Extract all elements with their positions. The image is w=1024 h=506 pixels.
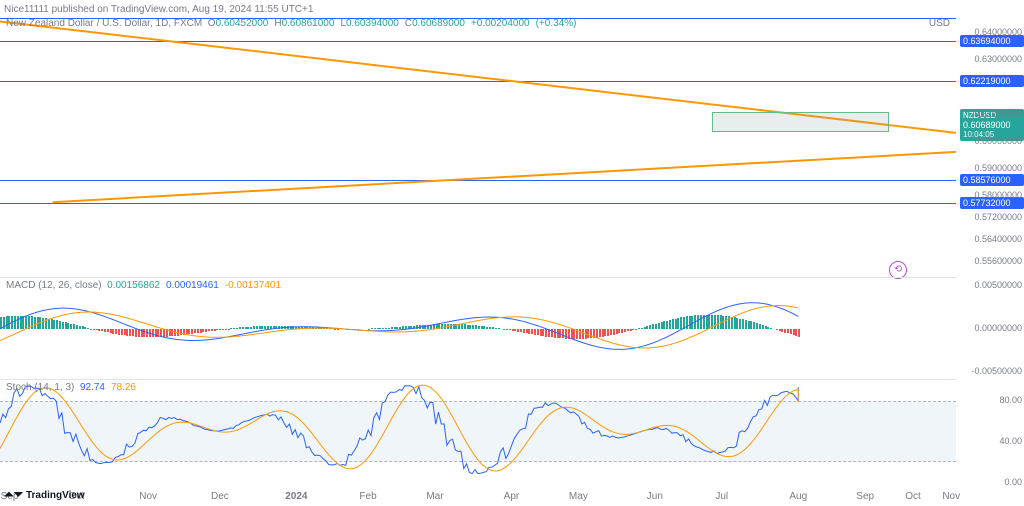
trendlines <box>0 16 956 277</box>
stoch-title: Stoch (14, 1, 3) 92.7478.26 <box>6 382 142 393</box>
stoch-pane[interactable]: Stoch (14, 1, 3) 92.7478.26 <box>0 379 956 482</box>
macd-pane[interactable]: MACD (12, 26, close) 0.001568620.0001946… <box>0 277 956 380</box>
macd-title: MACD (12, 26, close) 0.001568620.0001946… <box>6 280 287 291</box>
price-pane[interactable]: New Zealand Dollar / U.S. Dollar, 1D, FX… <box>0 16 956 277</box>
publish-info: Nice11111 published on TradingView.com, … <box>4 4 313 15</box>
chart-area[interactable]: USD New Zealand Dollar / U.S. Dollar, 1D… <box>0 16 956 482</box>
replay-icon[interactable]: ⟲ <box>889 261 907 279</box>
supply-zone-rect <box>712 112 889 131</box>
stoch-lines <box>0 380 956 482</box>
macd-lines <box>0 278 956 380</box>
tradingview-logo: ⏶⏷ TradingView <box>4 487 85 502</box>
price-axis: 0.640000000.630000000.610000000.60000000… <box>956 16 1024 482</box>
time-axis: SepOctNovDec2024FebMarAprMayJunJulAugSep… <box>0 482 956 506</box>
symbol-title: New Zealand Dollar / U.S. Dollar, 1D, FX… <box>6 18 582 29</box>
